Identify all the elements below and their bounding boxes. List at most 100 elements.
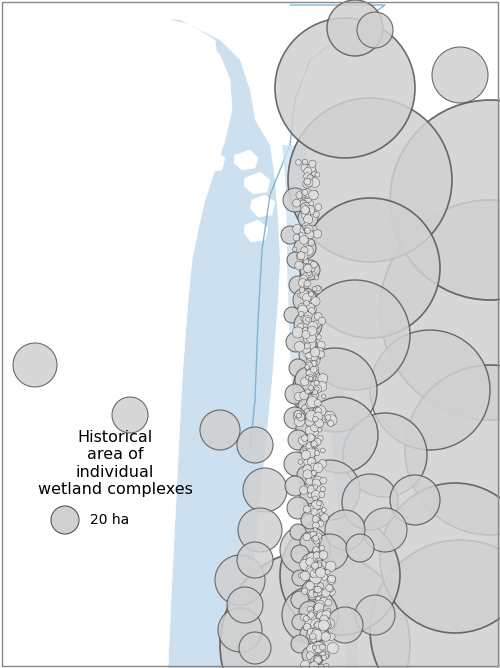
Circle shape xyxy=(305,365,310,369)
Circle shape xyxy=(303,533,310,541)
Circle shape xyxy=(312,564,317,570)
Circle shape xyxy=(304,334,312,343)
Circle shape xyxy=(306,352,316,361)
Circle shape xyxy=(305,366,309,370)
Circle shape xyxy=(292,199,300,207)
Circle shape xyxy=(300,571,310,580)
Circle shape xyxy=(300,488,316,504)
Circle shape xyxy=(322,508,326,512)
Circle shape xyxy=(310,463,318,470)
Circle shape xyxy=(298,303,307,312)
Circle shape xyxy=(215,555,265,605)
Circle shape xyxy=(320,448,325,453)
Circle shape xyxy=(304,226,312,234)
Circle shape xyxy=(288,430,308,450)
Circle shape xyxy=(342,474,398,530)
Circle shape xyxy=(294,410,302,418)
Circle shape xyxy=(312,391,319,399)
Circle shape xyxy=(302,191,311,200)
Circle shape xyxy=(304,265,312,273)
Circle shape xyxy=(302,293,311,302)
Circle shape xyxy=(299,344,321,366)
Circle shape xyxy=(308,568,317,577)
Circle shape xyxy=(314,313,322,320)
Circle shape xyxy=(302,222,310,231)
Circle shape xyxy=(327,585,334,592)
Circle shape xyxy=(304,225,313,234)
Circle shape xyxy=(304,408,310,414)
Circle shape xyxy=(275,18,415,158)
Circle shape xyxy=(303,442,307,446)
Circle shape xyxy=(300,486,308,494)
Circle shape xyxy=(302,206,308,212)
Circle shape xyxy=(307,168,317,177)
Circle shape xyxy=(301,191,310,200)
Circle shape xyxy=(304,178,311,185)
Circle shape xyxy=(300,291,309,300)
Circle shape xyxy=(300,660,310,668)
Circle shape xyxy=(304,214,313,224)
Circle shape xyxy=(13,343,57,387)
Circle shape xyxy=(315,551,320,556)
Circle shape xyxy=(322,652,330,659)
Circle shape xyxy=(316,619,328,631)
Circle shape xyxy=(327,588,336,596)
Circle shape xyxy=(314,276,318,280)
Circle shape xyxy=(306,581,314,590)
Circle shape xyxy=(303,470,312,479)
Circle shape xyxy=(318,560,326,569)
Polygon shape xyxy=(328,380,358,668)
Circle shape xyxy=(315,568,321,574)
Circle shape xyxy=(314,565,325,575)
Circle shape xyxy=(308,307,315,314)
Circle shape xyxy=(306,420,313,428)
Circle shape xyxy=(310,633,316,639)
Circle shape xyxy=(326,609,331,613)
Circle shape xyxy=(314,655,322,664)
Circle shape xyxy=(306,418,314,426)
Circle shape xyxy=(294,416,305,427)
Circle shape xyxy=(304,312,312,320)
Circle shape xyxy=(317,664,324,668)
Circle shape xyxy=(308,293,316,300)
Circle shape xyxy=(321,632,330,641)
Circle shape xyxy=(237,427,273,463)
Circle shape xyxy=(324,654,329,659)
Circle shape xyxy=(327,0,383,56)
Circle shape xyxy=(293,234,300,241)
Circle shape xyxy=(312,390,318,395)
Circle shape xyxy=(308,326,317,335)
Circle shape xyxy=(281,226,299,244)
Circle shape xyxy=(294,237,316,259)
Circle shape xyxy=(305,206,315,215)
Circle shape xyxy=(307,271,312,276)
Circle shape xyxy=(316,335,322,340)
Circle shape xyxy=(314,449,319,454)
Circle shape xyxy=(310,643,318,650)
Circle shape xyxy=(313,642,324,653)
Circle shape xyxy=(308,397,316,405)
Circle shape xyxy=(314,603,324,613)
Circle shape xyxy=(300,460,360,520)
Circle shape xyxy=(308,225,317,235)
Circle shape xyxy=(315,407,322,414)
Circle shape xyxy=(302,405,308,411)
Circle shape xyxy=(310,373,316,379)
Circle shape xyxy=(298,311,304,317)
Circle shape xyxy=(324,411,336,423)
Circle shape xyxy=(320,597,328,606)
Circle shape xyxy=(313,528,318,532)
Circle shape xyxy=(309,351,316,358)
Circle shape xyxy=(306,317,310,321)
Circle shape xyxy=(314,622,322,629)
Circle shape xyxy=(304,280,310,287)
Circle shape xyxy=(308,493,313,498)
Circle shape xyxy=(293,410,304,421)
Circle shape xyxy=(313,463,323,473)
Circle shape xyxy=(296,413,304,421)
Circle shape xyxy=(306,230,314,238)
Circle shape xyxy=(298,460,303,464)
Polygon shape xyxy=(15,8,218,98)
Circle shape xyxy=(306,473,315,483)
Circle shape xyxy=(292,570,308,586)
